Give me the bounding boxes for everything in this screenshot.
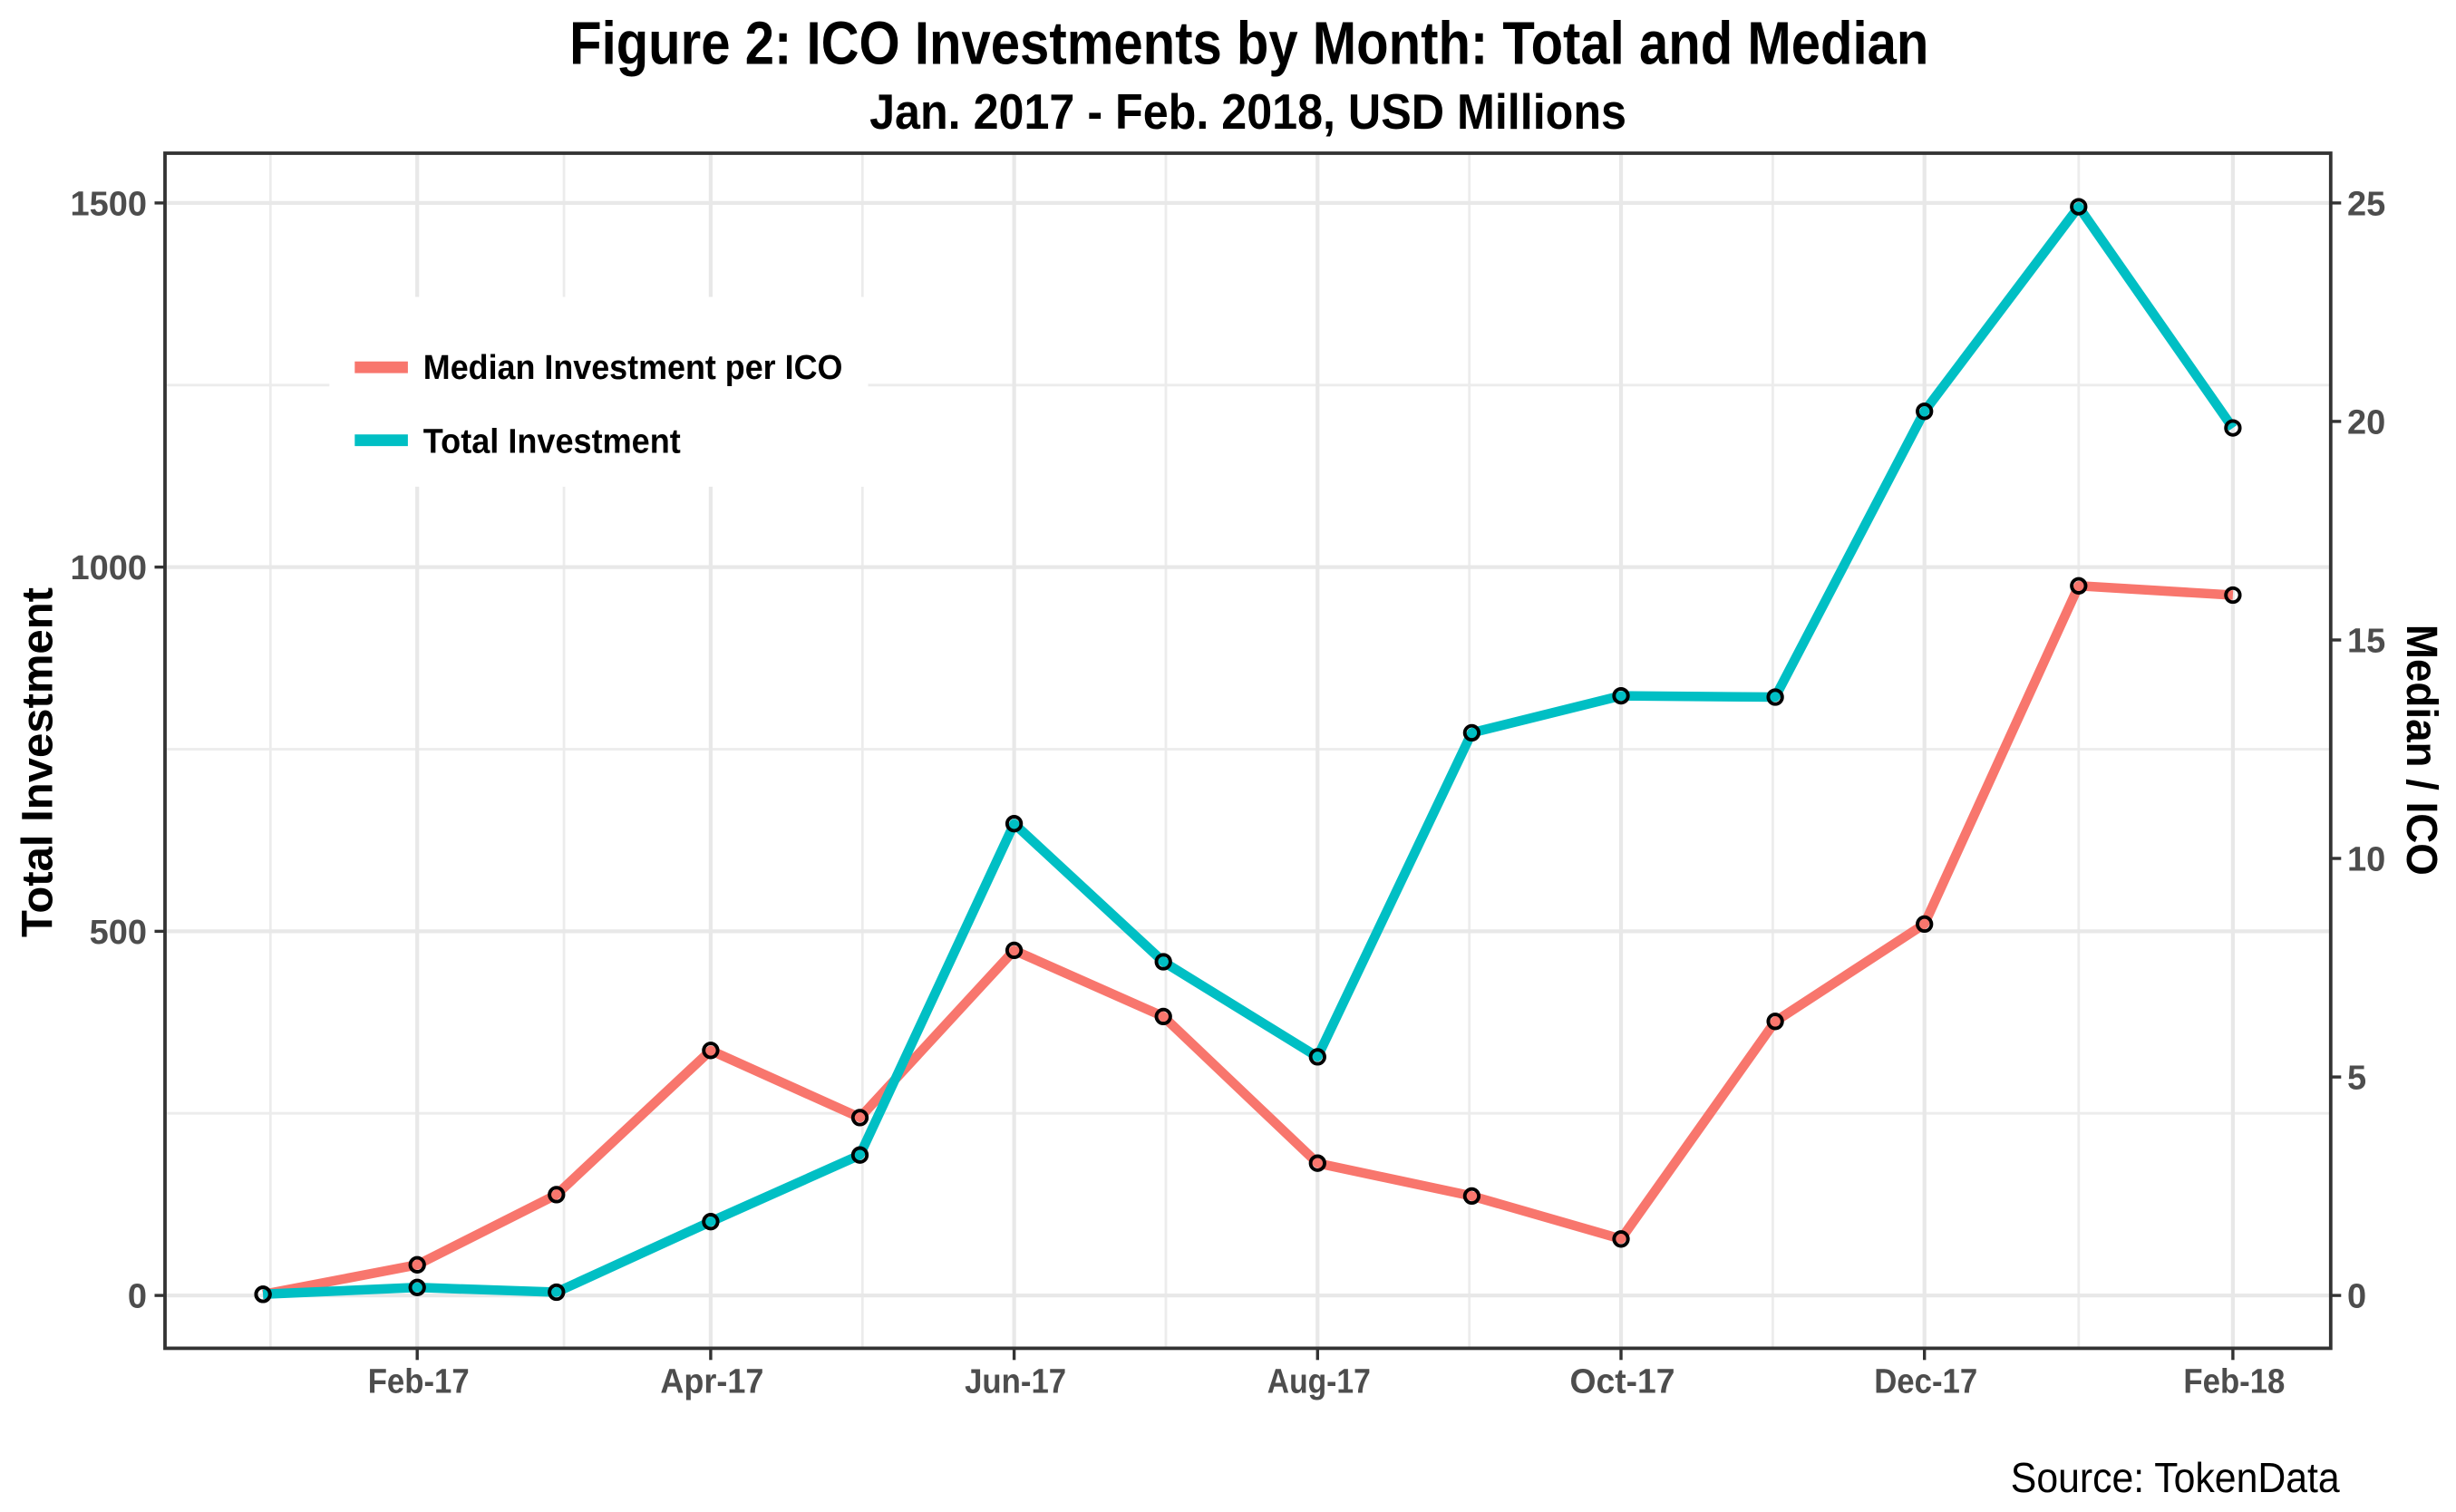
svg-text:0: 0: [128, 1278, 147, 1316]
svg-text:5: 5: [2347, 1060, 2366, 1098]
svg-text:Dec-17: Dec-17: [1874, 1362, 1977, 1401]
svg-text:0: 0: [2347, 1278, 2366, 1316]
svg-text:1000: 1000: [70, 549, 147, 587]
svg-text:Oct-17: Oct-17: [1570, 1362, 1675, 1401]
svg-text:Feb-17: Feb-17: [368, 1362, 470, 1401]
svg-text:1500: 1500: [70, 185, 147, 223]
svg-text:Figure 2: ICO Investments by M: Figure 2: ICO Investments by Month: Tota…: [569, 10, 1928, 78]
svg-text:Jan. 2017 - Feb. 2018, USD Mil: Jan. 2017 - Feb. 2018, USD Millions: [869, 83, 1626, 140]
svg-text:20: 20: [2347, 403, 2385, 441]
svg-text:Aug-17: Aug-17: [1267, 1362, 1371, 1401]
svg-text:25: 25: [2347, 185, 2385, 223]
svg-text:500: 500: [90, 914, 147, 952]
svg-text:Total Investment: Total Investment: [423, 422, 681, 460]
svg-text:Total Investment: Total Investment: [14, 587, 63, 937]
svg-text:Feb-18: Feb-18: [2183, 1362, 2285, 1401]
svg-text:10: 10: [2347, 840, 2385, 878]
svg-text:Source: TokenData: Source: TokenData: [2011, 1454, 2340, 1501]
svg-text:Median Investment per ICO: Median Investment per ICO: [423, 349, 843, 387]
svg-text:15: 15: [2347, 622, 2385, 660]
svg-text:Median / ICO: Median / ICO: [2397, 625, 2446, 876]
svg-text:Apr-17: Apr-17: [660, 1362, 763, 1401]
svg-text:Jun-17: Jun-17: [965, 1362, 1066, 1401]
